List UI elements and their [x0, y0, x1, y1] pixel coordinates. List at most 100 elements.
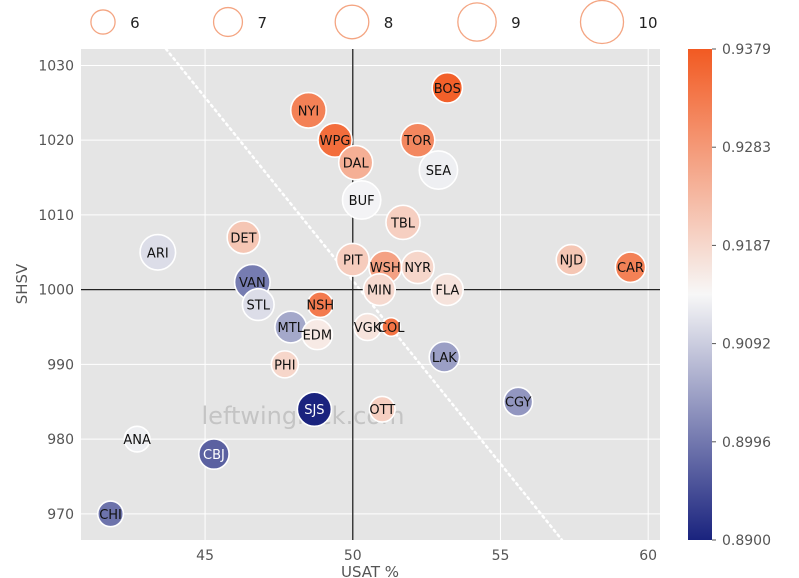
point-tbl [385, 204, 421, 241]
x-axis-title: USAT % [341, 563, 399, 578]
point-edm [301, 318, 334, 351]
size-legend-marker [334, 4, 370, 40]
point-label: DET [230, 231, 256, 246]
point-label: ANA [123, 433, 151, 448]
point-label: WSH [370, 261, 401, 276]
size-legend-label: 7 [257, 14, 267, 32]
point-marker [270, 350, 300, 379]
y-tick-label: 1010 [38, 208, 74, 224]
point-label: LAK [432, 351, 457, 366]
point-nyi [289, 91, 328, 129]
point-nsh [306, 291, 334, 319]
point-pit [335, 242, 370, 277]
point-label: VAN [239, 276, 266, 291]
y-tick-label: 990 [47, 357, 74, 373]
x-axis-ticks: 45 50 55 60 [196, 548, 657, 564]
point-det [226, 220, 261, 255]
point-label: OTT [369, 403, 395, 418]
point-marker [335, 242, 370, 277]
point-sjs [296, 391, 333, 428]
point-phi [270, 350, 300, 379]
point-label: BOS [434, 82, 461, 97]
point-marker [96, 500, 125, 528]
size-legend-marker [212, 6, 244, 38]
point-label: TBL [390, 216, 416, 231]
colorbar-tick-label: 0.8996 [722, 435, 771, 451]
size-legend-label: 6 [130, 14, 140, 32]
point-label: NSH [306, 299, 334, 314]
point-marker [614, 251, 647, 284]
point-cgy [502, 386, 534, 417]
point-min [362, 272, 397, 307]
size-legend-item: 6 [90, 9, 140, 35]
point-label: SJS [304, 403, 324, 418]
size-legend-item: 7 [212, 6, 267, 38]
point-chi [96, 500, 125, 528]
size-legend-label: 8 [384, 14, 394, 32]
point-label: NYR [404, 261, 431, 276]
size-legend-item: 10 [579, 0, 658, 45]
colorbar [688, 49, 712, 540]
point-label: PIT [343, 254, 363, 269]
point-marker [555, 243, 588, 276]
point-marker [337, 144, 374, 181]
point-label: STL [247, 299, 271, 314]
y-tick-label: 1000 [38, 283, 74, 299]
point-label: DAL [343, 157, 370, 172]
point-label: PHI [274, 358, 295, 373]
point-label: NYI [298, 104, 320, 119]
point-marker [341, 180, 382, 220]
point-marker [381, 316, 402, 338]
point-label: EDM [303, 328, 332, 343]
point-bos [431, 71, 464, 104]
point-tor [399, 122, 436, 159]
size-legend: 6 7 8 9 10 [90, 0, 658, 45]
point-label: TOR [403, 134, 431, 149]
point-marker [428, 340, 461, 373]
point-marker [368, 395, 396, 423]
point-label: NJD [560, 254, 584, 269]
y-tick-label: 1030 [38, 58, 74, 74]
point-cbj [197, 438, 230, 471]
point-car [614, 251, 647, 284]
colorbar-ticks: 0.8900 0.8996 0.9092 0.9187 0.9283 0.9379 [712, 42, 771, 549]
point-marker [123, 425, 151, 453]
colorbar-tick-label: 0.9379 [722, 42, 771, 58]
point-label: WPG [320, 134, 351, 149]
point-marker [306, 291, 334, 319]
x-tick-label: 55 [492, 548, 510, 564]
point-marker [430, 272, 464, 307]
y-tick-label: 1020 [38, 133, 74, 149]
y-tick-label: 970 [47, 507, 74, 523]
point-ari [139, 233, 177, 271]
point-lak [428, 340, 461, 373]
size-legend-item: 9 [457, 2, 521, 42]
point-label: COL [378, 321, 405, 336]
colorbar-tick-label: 0.9187 [722, 238, 771, 254]
point-label: SEA [426, 164, 451, 179]
colorbar-tick-label: 0.9092 [722, 337, 771, 353]
colorbar-tick-label: 0.8900 [722, 533, 771, 549]
point-marker [362, 272, 397, 307]
point-ana [123, 425, 151, 453]
colorbar-tick-label: 0.9283 [722, 140, 771, 156]
y-axis-title: SHSV [13, 263, 31, 304]
point-label: MTL [278, 321, 305, 336]
point-label: CGY [505, 396, 532, 411]
point-dal [337, 144, 374, 181]
point-marker [139, 233, 177, 271]
point-stl [241, 287, 275, 322]
point-marker [418, 150, 459, 191]
point-label: ARI [147, 246, 169, 261]
point-wpg [317, 122, 353, 159]
size-legend-label: 9 [511, 14, 521, 32]
point-marker [399, 122, 436, 159]
point-vgk [353, 312, 382, 342]
point-label: CBJ [203, 448, 225, 463]
point-marker [502, 386, 534, 417]
point-marker [385, 204, 421, 241]
point-marker [317, 122, 353, 159]
point-marker [289, 91, 328, 129]
